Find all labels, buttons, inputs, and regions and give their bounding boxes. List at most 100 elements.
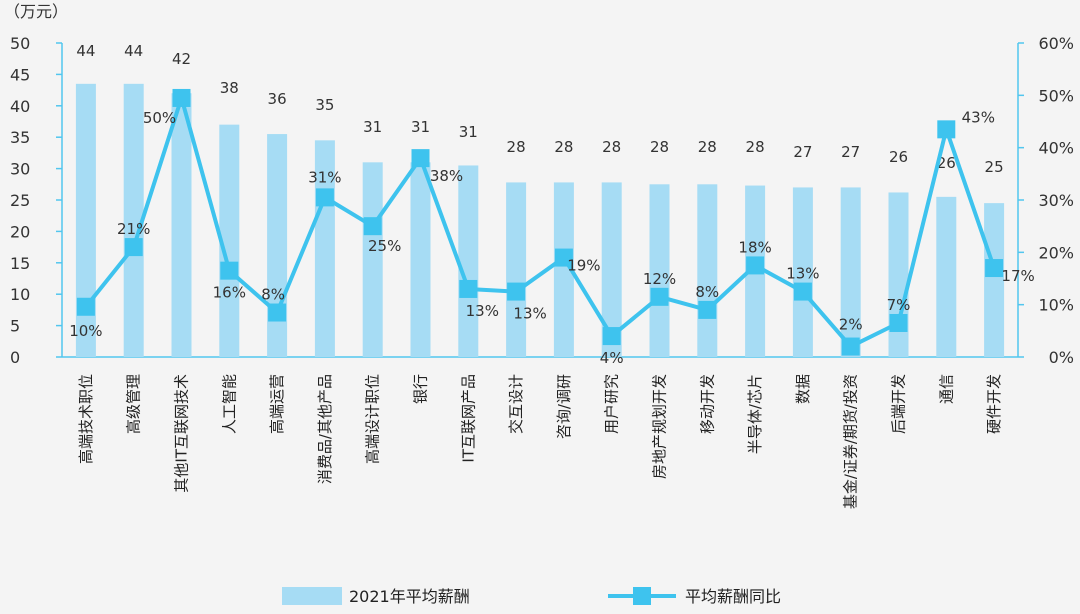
legend-bar-swatch <box>282 587 342 605</box>
left-tick-label: 40 <box>10 97 30 116</box>
bar <box>601 182 622 357</box>
right-tick-label: 30% <box>1038 191 1074 210</box>
category-label: 消费品/其他产品 <box>316 374 334 484</box>
category-label: 移动开发 <box>698 374 716 434</box>
line-value-label: 12% <box>643 270 676 288</box>
line-value-label: 18% <box>738 238 771 256</box>
bar <box>410 162 431 357</box>
bar <box>267 134 288 357</box>
line-marker <box>459 279 478 298</box>
left-axis-unit-label: （万元） <box>4 2 68 21</box>
line-marker <box>76 297 95 316</box>
line-marker <box>172 88 191 107</box>
line-value-label: 10% <box>69 322 102 340</box>
category-label: 咨询/调研 <box>555 374 573 439</box>
bar-value-label: 31 <box>459 123 478 141</box>
category-label: 人工智能 <box>220 374 238 434</box>
line-marker <box>220 261 239 280</box>
category-labels: 高端技术职位 高级管理 其他IT互联网技术 人工智能 高端运营 消费品/其他产品 高端设计职… <box>77 374 1003 509</box>
legend-bar-label: 2021年平均薪酬 <box>349 587 470 606</box>
left-tick-label: 45 <box>10 65 30 84</box>
left-tick-label: 10 <box>10 285 30 304</box>
category-label: 半导体/芯片 <box>746 374 764 454</box>
line-marker <box>411 149 430 168</box>
bar-value-label: 27 <box>841 143 860 161</box>
legend-line-label: 平均薪酬同比 <box>685 587 781 606</box>
bar <box>888 192 909 357</box>
bar <box>123 83 144 357</box>
right-tick-label: 40% <box>1038 139 1074 158</box>
bar-value-label: 28 <box>507 138 526 156</box>
bar-value-labels: 44 44 42 38 36 35 31 31 31 28 28 28 28 28 28 27 27 26 26 25 <box>76 42 1003 176</box>
right-tick-label: 50% <box>1038 86 1074 105</box>
bar <box>171 93 192 358</box>
left-tick-label: 30 <box>10 160 30 179</box>
category-label: 房地产规划开发 <box>651 374 669 479</box>
bar-value-label: 28 <box>554 138 573 156</box>
line-marker <box>507 282 526 301</box>
category-label: 数据 <box>794 374 812 404</box>
category-label: 交互设计 <box>507 374 525 434</box>
bar <box>697 184 718 357</box>
category-label: 后端开发 <box>890 374 908 434</box>
bar <box>840 187 861 357</box>
bar-value-label: 31 <box>363 118 382 136</box>
line-marker <box>363 217 382 236</box>
category-label: 银行 <box>412 374 430 404</box>
left-tick-label: 25 <box>10 191 30 210</box>
bar-value-label: 28 <box>698 138 717 156</box>
bar <box>458 165 479 357</box>
category-label: 高端技术职位 <box>77 374 95 464</box>
left-tick-label: 50 <box>10 34 30 53</box>
line-value-label: 13% <box>786 265 819 283</box>
bar-value-label: 26 <box>889 148 908 166</box>
line-marker <box>793 282 812 301</box>
line-marker <box>650 287 669 306</box>
category-label: 高端设计职位 <box>364 374 382 464</box>
line-value-label: 25% <box>368 237 401 255</box>
right-axis-ticks: 0% 10% 20% 30% 40% 50% 60% <box>1018 34 1074 367</box>
line-marker <box>889 313 908 332</box>
bar <box>362 162 383 357</box>
bar <box>553 182 574 357</box>
category-label: 用户研究 <box>603 374 621 434</box>
bar <box>792 187 813 357</box>
legend-line-marker <box>633 587 651 605</box>
line-value-label: 43% <box>962 108 995 126</box>
bar-value-label: 27 <box>793 143 812 161</box>
line-marker <box>554 248 573 267</box>
left-axis-ticks: 0 5 10 15 20 25 30 35 40 45 50 <box>10 34 62 367</box>
bar-value-label: 28 <box>746 138 765 156</box>
line-marker <box>746 256 765 275</box>
left-tick-label: 35 <box>10 128 30 147</box>
bar <box>984 203 1005 357</box>
line-marker <box>841 337 860 356</box>
legend: 2021年平均薪酬 平均薪酬同比 <box>282 587 781 606</box>
bar <box>936 196 957 357</box>
right-tick-label: 60% <box>1038 34 1074 53</box>
bar-value-label: 44 <box>124 42 143 60</box>
bar-value-label: 28 <box>602 138 621 156</box>
bar <box>75 83 96 357</box>
left-tick-label: 20 <box>10 222 30 241</box>
left-tick-label: 5 <box>10 317 20 336</box>
line-value-label: 16% <box>213 284 246 302</box>
line-series <box>76 88 1004 356</box>
line-marker <box>698 300 717 319</box>
right-tick-label: 20% <box>1038 243 1074 262</box>
line-marker <box>602 327 621 346</box>
category-label: 通信 <box>937 374 955 404</box>
line-value-labels: 10% 21% 50% 16% 8% 31% 25% 38% 13% 13% 19% 4% 12% 8% 1… <box>69 108 1035 367</box>
category-label: 高端运营 <box>268 374 286 434</box>
line-value-label: 8% <box>261 286 285 304</box>
line-value-label: 7% <box>887 296 911 314</box>
line-value-label: 13% <box>513 305 546 323</box>
line-marker <box>937 120 956 139</box>
bar-value-label: 35 <box>315 96 334 114</box>
left-tick-label: 15 <box>10 254 30 273</box>
line-value-label: 31% <box>308 168 341 186</box>
line-marker <box>985 259 1004 278</box>
line-value-label: 13% <box>466 302 499 320</box>
category-label: 其他IT互联网技术 <box>173 374 191 493</box>
right-tick-label: 10% <box>1038 296 1074 315</box>
